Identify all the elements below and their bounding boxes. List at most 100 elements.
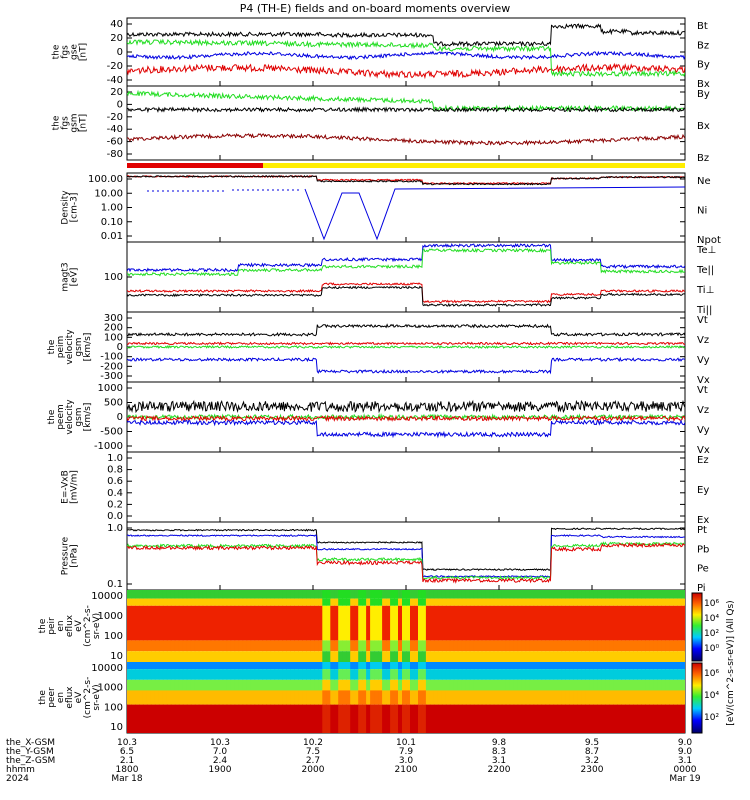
spectrogram-peir-cell [521,651,527,662]
y-tick-label: -80 [107,149,123,160]
spectrogram-peer-cell [669,669,674,680]
spectrogram-peir-cell [362,598,367,606]
spectrogram-peir-cell [437,605,443,641]
y-axis-label: (cm^2-s- [83,605,93,647]
spectrogram-peir-cell [661,590,666,599]
spectrogram-peir-cell [637,651,642,662]
spectrogram-peer-cell [386,690,391,705]
spectrogram-peir-cell [541,590,547,599]
spectrogram-peir-cell [605,640,610,652]
spectrogram-peer-cell [166,704,172,733]
spectrogram-peer-cell [166,662,172,670]
spectrogram-peir-cell [449,640,455,652]
spectrogram-peer-cell [318,662,323,670]
spectrogram-peer-cell [569,704,574,733]
spectrogram-peer-cell [230,669,236,680]
y-axis-label: (cm^2-s- [83,677,93,719]
spectrogram-peir-cell [354,590,359,599]
spectrogram-peir-cell [533,590,539,599]
spectrogram-peir-cell [326,605,331,641]
spectrogram-peir-cell [354,605,359,641]
spectrogram-peir-cell [298,598,303,606]
spectrogram-peir-cell [194,605,200,641]
spectrogram-peer-cell [537,704,543,733]
spectrogram-peer-cell [210,704,216,733]
spectrogram-peer-cell [306,679,311,691]
spectrogram-peir-cell [135,590,140,599]
spectrogram-peir-cell [561,651,566,662]
spectrogram-peer-cell [262,704,268,733]
y-tick-label: 100 [104,332,123,343]
spectrogram-peir-cell [589,640,594,652]
spectrogram-peir-cell [342,640,347,652]
legend-ez: Ez [697,455,709,466]
spectrogram-peer-cell [350,662,355,670]
spectrogram-peer-cell [158,662,164,670]
spectrogram-peer-cell [414,704,419,733]
spectrogram-peir-cell [553,640,559,652]
spectrogram-peir-cell [314,605,319,641]
spectrogram-peer-cell [222,679,228,691]
spectrogram-peer-cell [250,690,256,705]
spectrogram-peir-cell [601,590,606,599]
legend-vy: Vy [697,355,710,366]
spectrogram-peer-cell [135,679,140,691]
axis-row-value: 9.0 [678,738,693,748]
spectrogram-peer-cell [314,679,319,691]
spectrogram-peer-cell [657,669,662,680]
spectrogram-peir-cell [166,651,172,662]
spectrogram-peir-cell [318,605,323,641]
spectrogram-peer-cell [238,690,244,705]
spectrogram-peir-cell [605,605,610,641]
spectrogram-peir-cell [633,605,638,641]
spectrogram-peer-cell [278,679,284,691]
spectrogram-peir-cell [569,605,574,641]
spectrogram-peir-cell [657,590,662,599]
y-tick-label: 0.6 [107,476,123,487]
spectrogram-peer-cell [298,690,303,705]
spectrogram-peir-cell [469,605,475,641]
spectrogram-peer-cell [278,662,284,670]
spectrogram-peir-cell [294,651,299,662]
y-axis-label: gsm [74,337,84,356]
colorbar-tick: 10² [704,713,719,723]
spectrogram-peer-cell [354,669,359,680]
spectrogram-peir-cell [135,651,140,662]
spectrogram-peer-cell [565,669,570,680]
spectrogram-peer-cell [414,669,419,680]
spectrogram-peer-cell [625,662,630,670]
y-tick-label: 100 [104,631,123,642]
spectrogram-peer-cell [162,690,168,705]
axis-row-value: Mar 19 [669,774,701,784]
spectrogram-peer-cell [481,669,487,680]
spectrogram-peer-cell [194,690,200,705]
spectrogram-peer-cell [461,704,467,733]
spectrogram-peer-cell [370,690,375,705]
spectrogram-peer-cell [334,662,339,670]
spectrogram-peir-cell [374,598,379,606]
spectrogram-peir-cell [314,590,319,599]
spectrogram-peir-cell [641,598,646,606]
spectrogram-peir-cell [298,651,303,662]
series-group [127,323,685,375]
spectrogram-peer-cell [242,690,248,705]
spectrogram-peir-cell [653,651,658,662]
spectrogram-peer-cell [653,679,658,691]
y-axis-label: gsm [70,113,80,132]
spectrogram-peir-cell [521,640,527,652]
spectrogram-peir-cell [158,590,164,599]
y-axis-label: eV [74,619,84,632]
spectrogram-peir-cell [493,598,499,606]
spectrogram-peir-cell [513,598,519,606]
spectrogram-peir-cell [561,590,566,599]
spectrogram-peer-cell [569,690,574,705]
spectrogram-peer-cell [170,704,176,733]
spectrogram-peir-cell [178,590,184,599]
spectrogram-peir-cell [162,651,168,662]
spectrogram-peer-cell [461,662,467,670]
spectrogram-peir-cell [433,605,439,641]
spectrogram-peer-cell [533,662,539,670]
spectrogram-peir-cell [545,640,551,652]
spectrogram-peir-cell [557,605,563,641]
axis-row-value: 2.7 [306,756,320,766]
